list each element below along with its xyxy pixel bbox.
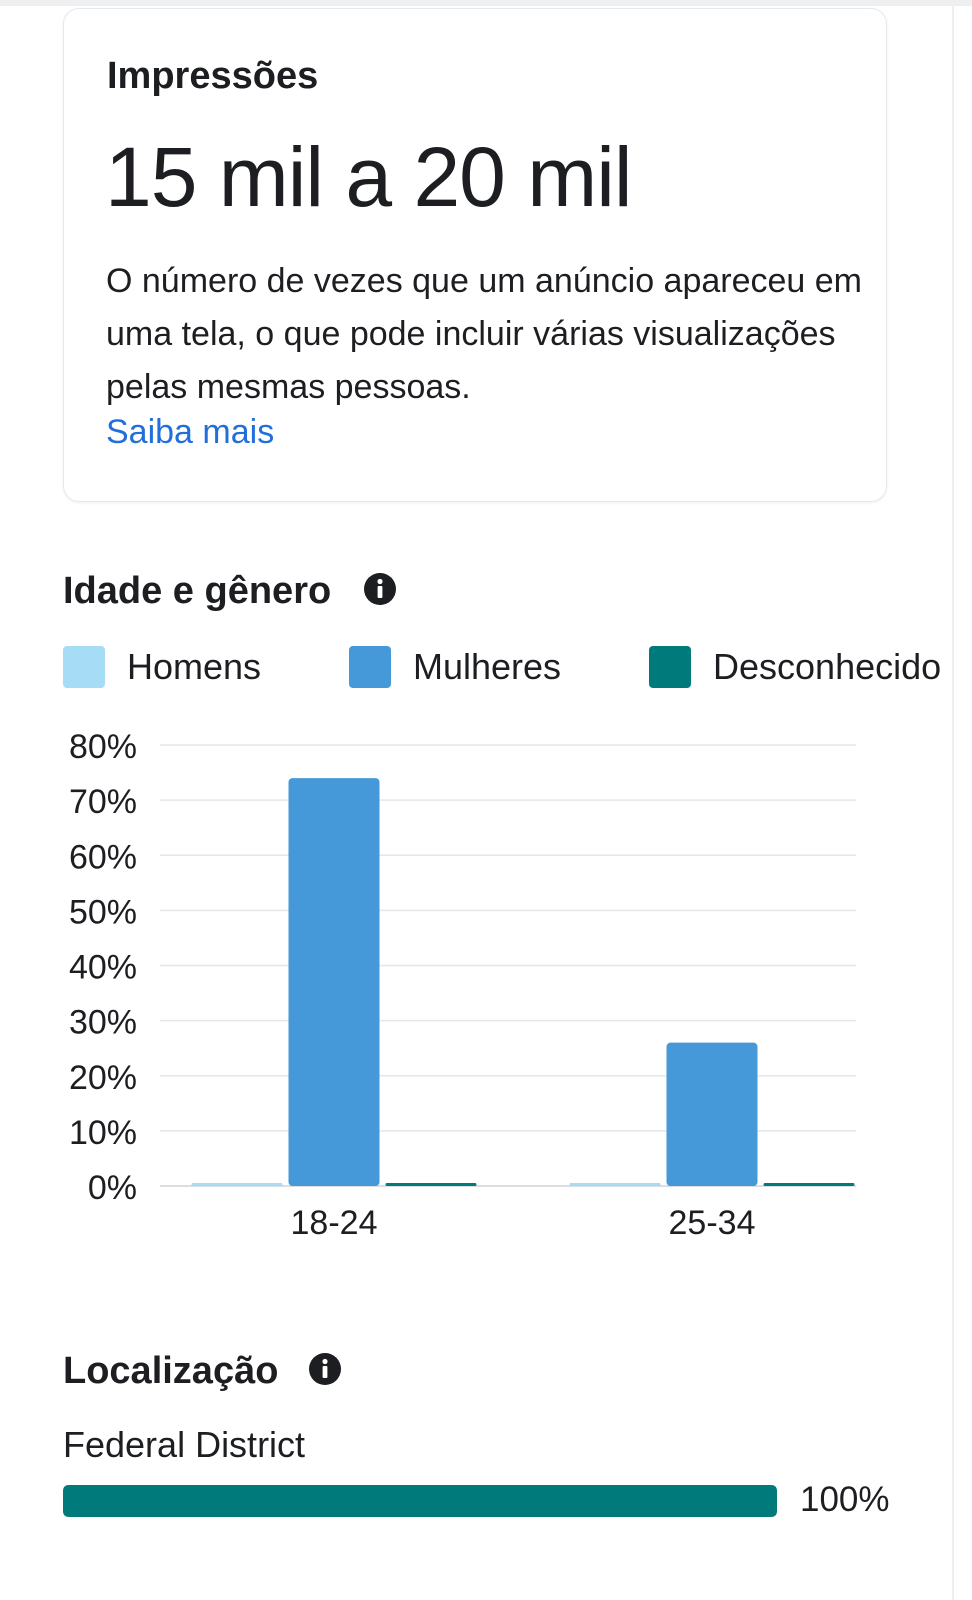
age-gender-title: Idade e gênero <box>63 570 332 612</box>
legend-swatch-women <box>349 646 391 688</box>
age-gender-bar-chart: 0% 10% 20% 30% 40% 50% 60% 70% 80% 18-24 25-34 <box>69 728 856 1242</box>
bar <box>569 1183 661 1186</box>
learn-more-link[interactable]: Saiba mais <box>106 413 275 451</box>
bar <box>191 1183 283 1186</box>
location-progress-fill <box>63 1485 777 1517</box>
impressions-description: O número de vezes que um anúncio aparece… <box>106 262 863 406</box>
info-icon[interactable] <box>364 573 396 605</box>
legend-label-women: Mulheres <box>413 646 562 687</box>
x-tick-label: 18-24 <box>291 1204 378 1242</box>
top-divider <box>0 0 972 6</box>
impressions-card: Impressões 15 mil a 20 mil O número de v… <box>63 8 887 502</box>
y-tick-label: 20% <box>69 1059 137 1097</box>
impressions-title: Impressões <box>107 55 319 97</box>
bar <box>763 1183 855 1186</box>
bar <box>288 778 380 1186</box>
x-tick-label: 25-34 <box>669 1204 756 1242</box>
bar <box>666 1042 758 1186</box>
y-tick-label: 60% <box>69 838 137 876</box>
y-tick-label: 50% <box>69 893 137 931</box>
legend-swatch-unknown <box>649 646 691 688</box>
info-icon[interactable] <box>309 1353 341 1385</box>
right-divider <box>952 0 954 1600</box>
legend-swatch-men <box>63 646 105 688</box>
location-title: Localização <box>63 1350 279 1392</box>
y-tick-label: 10% <box>69 1114 137 1152</box>
legend-item-women: Mulheres <box>349 645 561 689</box>
legend-label-men: Homens <box>127 646 262 687</box>
impressions-value: 15 mil a 20 mil <box>105 130 633 224</box>
bar <box>385 1183 477 1186</box>
legend-label-unknown: Desconhecido <box>713 646 942 687</box>
location-item-percent: 100% <box>800 1480 890 1519</box>
y-tick-label: 70% <box>69 783 137 821</box>
y-tick-label: 0% <box>88 1169 137 1207</box>
legend-item-men: Homens <box>63 645 261 689</box>
legend-item-unknown: Desconhecido <box>649 645 941 689</box>
location-progress-bar <box>63 1485 777 1517</box>
y-tick-label: 40% <box>69 949 137 987</box>
y-tick-label: 80% <box>69 728 137 766</box>
y-tick-label: 30% <box>69 1004 137 1042</box>
location-item-label: Federal District <box>63 1424 306 1465</box>
